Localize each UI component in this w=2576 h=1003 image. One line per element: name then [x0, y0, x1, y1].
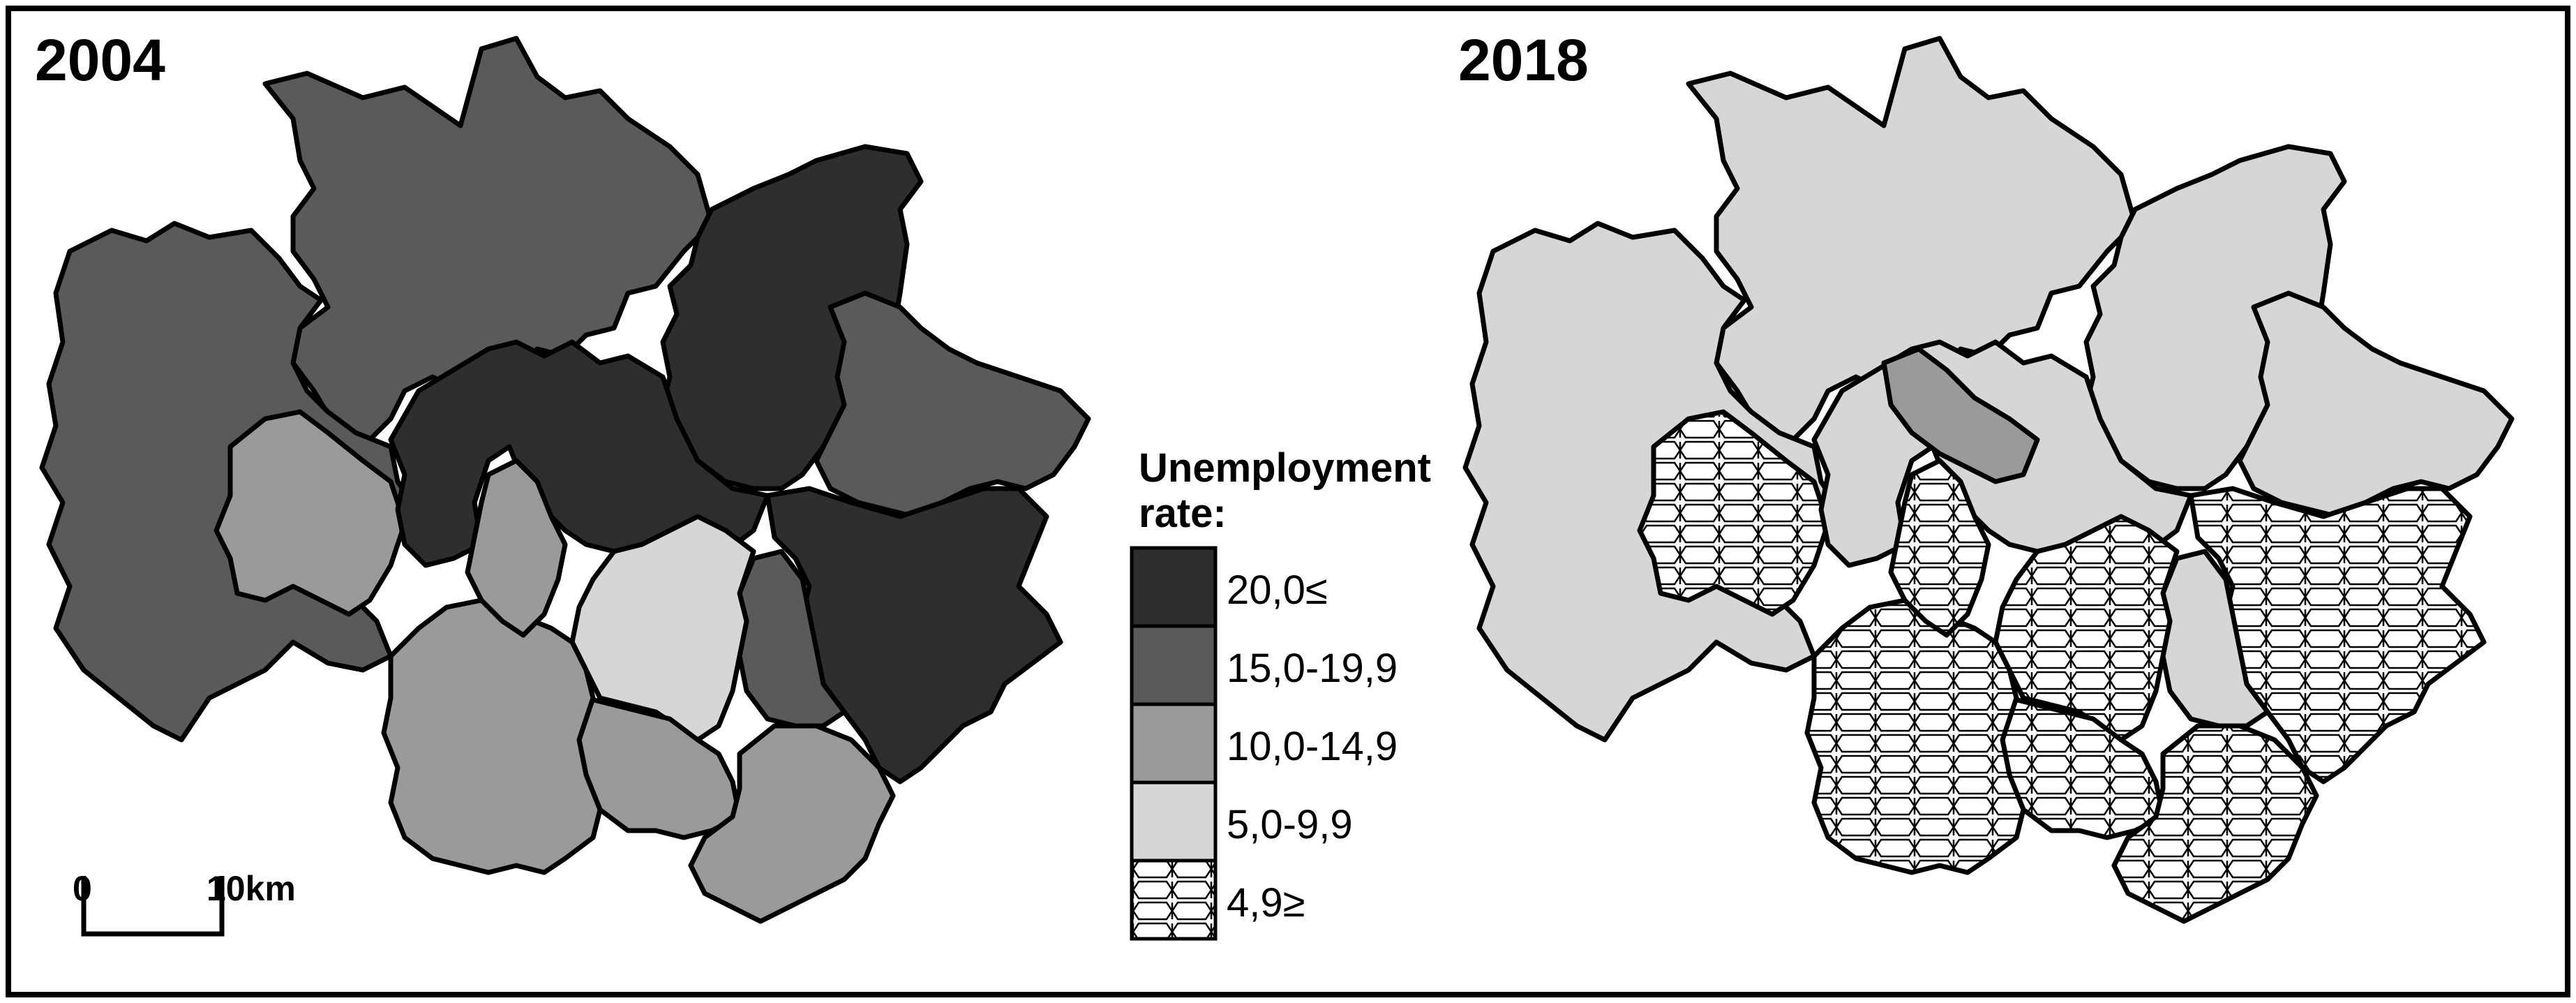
legend-title-line2: rate: — [1139, 491, 1227, 536]
legend-swatch-3 — [1130, 702, 1218, 785]
legend-label-1: 20,0≤ — [1227, 567, 1328, 613]
scale-bar-line — [81, 876, 225, 937]
legend-label-3: 10,0-14,9 — [1227, 724, 1398, 769]
legend-swatch-1 — [1130, 546, 1218, 628]
legend-title-line1: Unemployment — [1139, 445, 1431, 491]
legend-swatch-5 — [1130, 859, 1218, 941]
region-2004-small-enclave — [465, 458, 568, 638]
legend: Unemployment rate: 20,0≤ 15,0-19,9 10,0-… — [1130, 445, 1431, 941]
map-2018 — [1462, 36, 2515, 924]
map-2004 — [39, 36, 1091, 924]
region-2018-center-gray — [1881, 346, 2040, 484]
region-2004-west — [39, 221, 414, 743]
legend-label-2: 15,0-19,9 — [1227, 646, 1398, 691]
map-2018-year-label: 2018 — [1458, 27, 1589, 93]
region-2018-south-east — [2111, 723, 2319, 924]
legend-label-5: 4,9≥ — [1227, 880, 1305, 926]
region-2004-south-west — [381, 597, 603, 875]
legend-swatch-column — [1130, 546, 1218, 941]
map-2004-year-label: 2004 — [35, 27, 165, 93]
region-2018-east — [2237, 290, 2515, 519]
legend-label-4: 5,0-9,9 — [1227, 802, 1353, 847]
region-2004-south-east — [688, 723, 896, 924]
region-2018-west-enclave — [1637, 409, 1831, 617]
region-2004-west-enclave — [214, 409, 407, 617]
scale-bar-end-label: 10km — [207, 869, 296, 908]
region-2004-east — [814, 290, 1091, 519]
scale-bar: 0 10km — [73, 869, 296, 937]
scale-bar-start-label: 0 — [73, 869, 92, 908]
legend-swatch-2 — [1130, 624, 1218, 706]
region-2018-west — [1462, 221, 1838, 743]
legend-swatch-4 — [1130, 780, 1218, 863]
region-2018-small-enclave — [1888, 458, 1991, 638]
region-2018-south-west — [1804, 597, 2026, 875]
